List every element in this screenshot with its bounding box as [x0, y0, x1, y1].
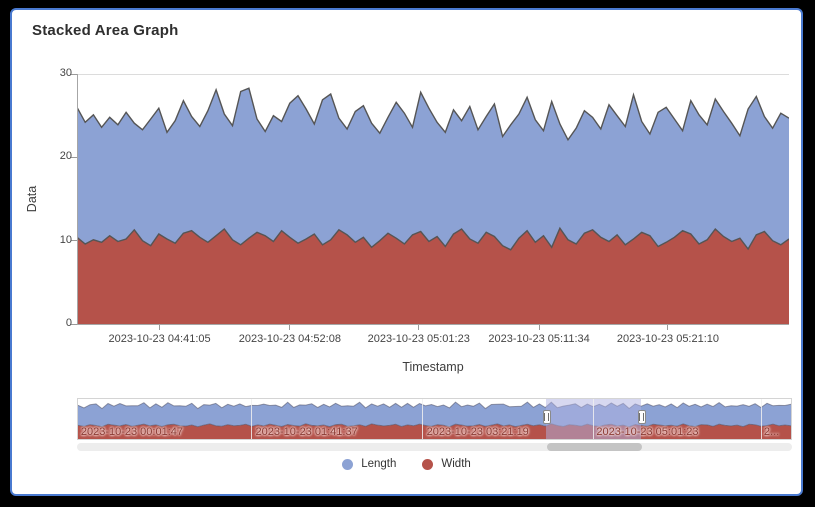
y-tick-label: 0	[65, 317, 72, 329]
y-axis-title: Data	[25, 185, 39, 213]
y-axis-line	[77, 74, 78, 324]
length-top-line	[77, 87, 789, 142]
x-tick-label: 2023-10-23 05:11:34	[488, 333, 590, 345]
navigator-scrollbar-thumb[interactable]	[546, 443, 642, 451]
width-top-line	[77, 226, 789, 251]
legend: Length Width	[12, 458, 801, 470]
navigator-tick-label: 2023-10-23 01:41:37	[255, 426, 358, 438]
width-area	[77, 228, 789, 324]
navigator[interactable]: 2023-10-23 00:01:47 2023-10-23 01:41:37 20…	[77, 398, 792, 440]
navigator-gridline	[422, 399, 424, 439]
y-tick-label: 30	[59, 67, 72, 79]
navigator-gridline	[250, 399, 252, 439]
navigator-tick-label: 2023-10-23 05:01:23	[596, 426, 699, 438]
length-series-marker-icon	[342, 458, 354, 470]
navigator-gridline	[592, 399, 594, 439]
navigator-tick-label: 2023-10-23 03:21:19	[426, 426, 529, 438]
x-tick-mark	[418, 325, 420, 330]
x-tick-mark	[538, 325, 540, 330]
navigator-selection[interactable]	[546, 399, 642, 439]
length-top-line	[78, 401, 791, 410]
stacked-area-svg	[77, 87, 789, 324]
width-series-marker-icon	[422, 458, 434, 470]
navigator-scrollbar-track[interactable]	[77, 443, 792, 451]
legend-label-width: Width	[441, 458, 471, 470]
handle-grip-icon	[544, 413, 550, 421]
chart-card: Stacked Area Graph Data Timestamp 2023-1…	[10, 8, 803, 496]
y-tick-mark	[71, 156, 77, 158]
x-tick-mark	[667, 325, 669, 330]
x-tick-mark	[159, 325, 161, 330]
legend-item-width[interactable]: Width	[422, 458, 471, 470]
navigator-tick-label: 2023-10-23 00:01:47	[80, 426, 183, 438]
legend-item-length[interactable]: Length	[342, 458, 396, 470]
x-tick-label: 2023-10-23 05:21:10	[616, 333, 720, 345]
x-tick-label: 2023-10-23 04:41:05	[108, 333, 211, 345]
x-axis-title: Timestamp	[402, 360, 464, 374]
x-tick-mark	[289, 325, 291, 330]
legend-label-length: Length	[361, 458, 397, 470]
chart-title: Stacked Area Graph	[32, 22, 179, 39]
x-tick-label: 2023-10-23 05:01:23	[367, 333, 470, 345]
x-axis-line	[77, 324, 789, 325]
length-area	[77, 88, 789, 250]
y-tick-mark	[71, 240, 77, 242]
navigator-tick-label: 2...	[763, 426, 780, 438]
navigator-left-handle[interactable]	[542, 410, 551, 424]
width-top-line	[78, 423, 791, 428]
y-tick-label: 10	[59, 233, 72, 246]
navigator-right-handle[interactable]	[637, 410, 646, 424]
x-tick-label: 2023-10-23 04:52:08	[238, 333, 341, 345]
handle-grip-icon	[639, 413, 645, 421]
gridline-30	[77, 74, 789, 75]
stacked-area-plot	[77, 74, 789, 324]
navigator-gridline	[761, 399, 763, 439]
y-tick-mark	[71, 73, 77, 75]
y-tick-mark	[71, 323, 77, 325]
y-tick-label: 20	[59, 150, 72, 163]
